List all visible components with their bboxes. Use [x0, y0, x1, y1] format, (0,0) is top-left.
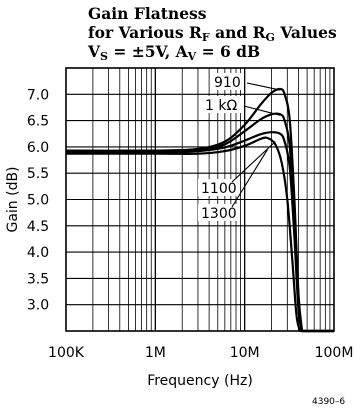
annotation-leader — [246, 82, 281, 91]
y-tick-label: 7.0 — [27, 87, 49, 103]
plot-frame — [65, 67, 335, 332]
annotation-background — [198, 204, 240, 221]
y-tick-label: 3.5 — [27, 271, 49, 287]
annotations: 910 1 kΩ 1100 1300 — [198, 73, 281, 222]
annotation-background — [198, 179, 240, 196]
series-line-4 — [66, 136, 334, 333]
y-tick-label: 4.0 — [27, 245, 49, 261]
tick-labels: 3.0 3.5 4.0 4.5 5.0 5.5 6.0 6.5 7.0 100K 1M 10M 100M — [27, 87, 354, 361]
annotation-leader — [243, 105, 281, 116]
x-tick-label: 100M — [315, 345, 354, 361]
annotation-label-3: 1100 — [201, 181, 237, 197]
y-tick-label: 5.5 — [27, 166, 49, 182]
chart-title: Gain Flatness for Various RF and RG Valu… — [88, 4, 337, 63]
x-tick-label: 100K — [48, 345, 85, 361]
y-tick-label: 5.0 — [27, 193, 49, 209]
x-axis-label: Frequency (Hz) — [147, 373, 253, 389]
series-line-3 — [65, 131, 334, 333]
y-tick-label: 4.5 — [27, 219, 49, 235]
document-id: 4390–6 — [312, 397, 346, 407]
annotation-leader — [231, 149, 268, 208]
annotation-background — [202, 96, 244, 113]
y-tick-label: 6.5 — [27, 114, 49, 130]
annotation-label-4: 1300 — [201, 206, 237, 222]
title-line-3: VS = ±5V, AV = 6 dB — [88, 42, 261, 63]
y-axis-label: Gain (dB) — [5, 166, 21, 232]
annotation-label-2: 1 kΩ — [205, 98, 237, 114]
series-group — [65, 87, 334, 333]
annotation-label-1: 910 — [214, 75, 241, 91]
annotation-leader — [231, 141, 276, 183]
title-line-1: Gain Flatness — [88, 4, 207, 23]
x-tick-label: 1M — [145, 345, 166, 361]
y-tick-label: 6.0 — [27, 140, 49, 156]
x-tick-label: 10M — [230, 345, 260, 361]
title-line-2: for Various RF and RG Values — [88, 23, 337, 44]
y-tick-label: 3.0 — [27, 298, 49, 314]
annotation-background — [211, 73, 244, 90]
